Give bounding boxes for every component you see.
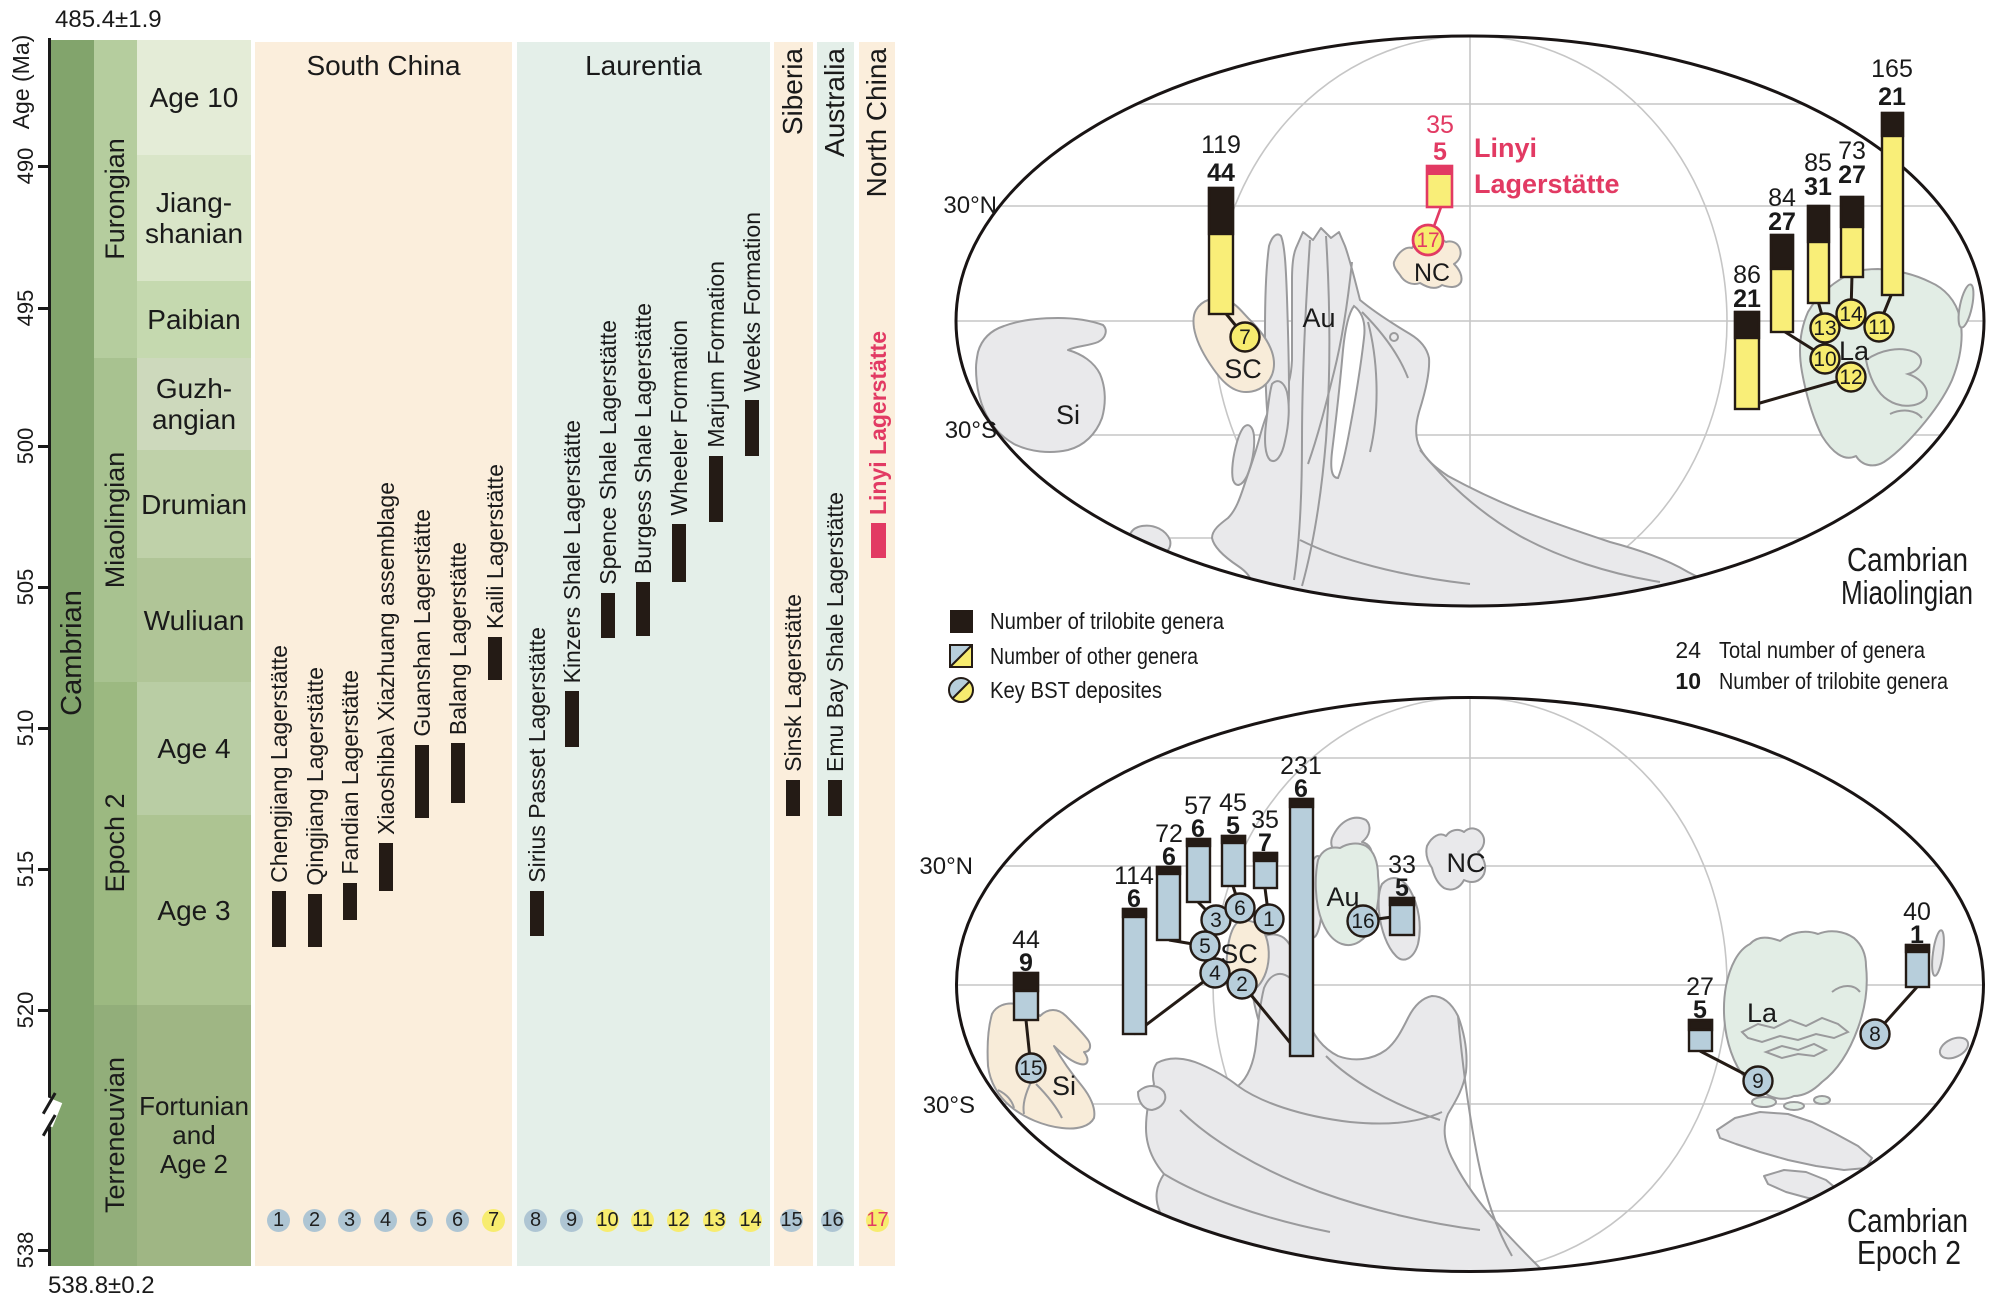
svg-text:15: 15	[1019, 1057, 1042, 1080]
svg-text:21: 21	[1878, 83, 1906, 111]
svg-text:5: 5	[1199, 935, 1211, 958]
svg-text:1: 1	[1910, 921, 1924, 949]
svg-text:8: 8	[1869, 1023, 1881, 1046]
svg-text:35: 35	[1251, 806, 1279, 834]
svg-text:40: 40	[1903, 898, 1931, 926]
svg-text:10: 10	[1813, 348, 1836, 371]
svg-text:14: 14	[1839, 303, 1863, 326]
svg-text:Miaolingian: Miaolingian	[1841, 574, 1973, 611]
svg-text:3: 3	[1210, 909, 1222, 932]
svg-text:45: 45	[1219, 789, 1247, 817]
svg-text:Au: Au	[1302, 303, 1335, 333]
svg-text:44: 44	[1207, 159, 1235, 187]
svg-text:Epoch 2: Epoch 2	[1857, 1234, 1961, 1271]
svg-text:85: 85	[1804, 149, 1832, 177]
svg-text:6: 6	[1234, 897, 1246, 920]
svg-text:Number of other genera: Number of other genera	[990, 643, 1198, 669]
svg-text:9: 9	[1752, 1070, 1764, 1093]
svg-text:Key BST deposites: Key BST deposites	[990, 677, 1162, 703]
svg-text:165: 165	[1871, 55, 1913, 83]
svg-text:21: 21	[1733, 285, 1761, 313]
svg-text:Lagerstätte: Lagerstätte	[1474, 169, 1620, 199]
svg-text:6: 6	[1294, 775, 1308, 803]
svg-text:35: 35	[1426, 111, 1454, 139]
svg-text:Linyi: Linyi	[1474, 133, 1537, 163]
svg-text:Number of trilobite genera: Number of trilobite genera	[1719, 668, 1948, 694]
svg-text:SC: SC	[1224, 354, 1262, 384]
svg-text:84: 84	[1768, 184, 1796, 212]
svg-text:73: 73	[1838, 137, 1866, 165]
svg-text:44: 44	[1012, 926, 1040, 954]
svg-text:30°N: 30°N	[943, 192, 997, 219]
svg-text:119: 119	[1201, 131, 1241, 159]
svg-text:30°S: 30°S	[923, 1092, 975, 1119]
svg-text:1: 1	[1263, 908, 1275, 931]
svg-text:7: 7	[1239, 326, 1251, 349]
svg-text:16: 16	[1351, 910, 1374, 933]
svg-text:5: 5	[1433, 138, 1447, 166]
svg-text:9: 9	[1019, 949, 1033, 977]
svg-text:5: 5	[1395, 874, 1409, 902]
svg-text:2: 2	[1236, 973, 1248, 996]
svg-text:24: 24	[1675, 637, 1701, 663]
svg-text:NC: NC	[1447, 848, 1486, 878]
svg-text:30°S: 30°S	[945, 417, 997, 444]
svg-text:17: 17	[1416, 229, 1439, 252]
svg-text:Si: Si	[1052, 1071, 1076, 1101]
svg-text:57: 57	[1184, 792, 1212, 820]
svg-text:72: 72	[1155, 820, 1183, 848]
svg-text:Total number of genera: Total number of genera	[1719, 637, 1925, 663]
svg-text:6: 6	[1191, 815, 1205, 843]
svg-text:5: 5	[1693, 996, 1707, 1024]
svg-text:86: 86	[1733, 261, 1761, 289]
svg-text:231: 231	[1280, 752, 1322, 780]
svg-text:12: 12	[1839, 366, 1862, 389]
svg-text:La: La	[1839, 336, 1870, 366]
svg-text:6: 6	[1162, 843, 1176, 871]
svg-text:114: 114	[1114, 862, 1154, 890]
svg-text:Cambrian: Cambrian	[1847, 541, 1968, 578]
svg-text:NC: NC	[1414, 259, 1450, 287]
svg-text:30°N: 30°N	[919, 853, 973, 880]
svg-text:4: 4	[1209, 962, 1221, 985]
svg-text:11: 11	[1868, 316, 1890, 339]
svg-text:7: 7	[1258, 829, 1272, 857]
svg-text:33: 33	[1388, 851, 1416, 879]
svg-text:13: 13	[1813, 317, 1836, 340]
svg-text:27: 27	[1686, 973, 1714, 1001]
svg-text:27: 27	[1838, 161, 1866, 189]
svg-text:31: 31	[1804, 173, 1832, 201]
svg-text:6: 6	[1127, 885, 1141, 913]
svg-text:Number of trilobite genera: Number of trilobite genera	[990, 608, 1224, 634]
svg-text:5: 5	[1226, 812, 1240, 840]
svg-text:Cambrian: Cambrian	[1847, 1202, 1968, 1239]
svg-text:27: 27	[1768, 208, 1796, 236]
svg-text:Si: Si	[1056, 400, 1080, 430]
svg-text:10: 10	[1675, 668, 1701, 694]
svg-text:La: La	[1747, 998, 1778, 1028]
